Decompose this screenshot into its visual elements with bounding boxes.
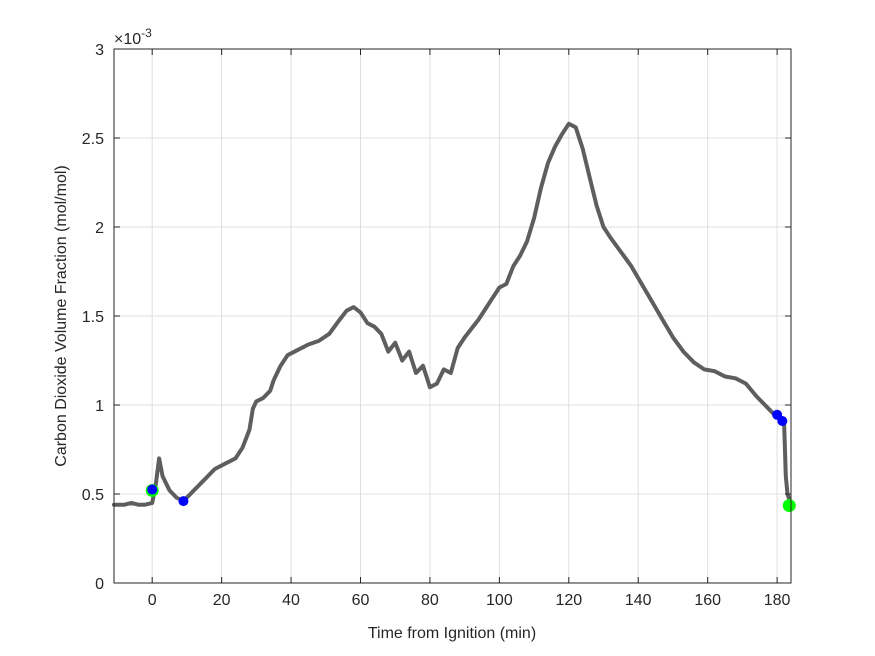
y-tick-label: 3: [95, 42, 104, 59]
x-tick-label: 0: [148, 592, 157, 609]
marker-layer: [145, 409, 796, 513]
blue-marker: [147, 484, 158, 495]
tick-labels: 0 20 40 60 80 100 120 140 160 180 0 0.5 1 1.5 2 2.5 3: [82, 42, 791, 609]
y-tick-label: 0: [95, 576, 104, 593]
x-tick-label: 60: [352, 592, 370, 609]
y-tick-label: 1.5: [82, 309, 104, 326]
blue-marker: [777, 416, 788, 427]
y-exponent-power: -3: [141, 26, 152, 40]
y-axis-label: Carbon Dioxide Volume Fraction (mol/mol): [53, 165, 70, 466]
x-axis-label: Time from Ignition (min): [368, 625, 536, 642]
ticks: [114, 48, 791, 584]
x-tick-label: 20: [213, 592, 231, 609]
x-tick-label: 180: [764, 592, 791, 609]
y-tick-label: 2.5: [82, 131, 104, 148]
y-tick-label: 2: [95, 220, 104, 237]
x-tick-label: 100: [486, 592, 513, 609]
x-tick-label: 160: [694, 592, 721, 609]
x-tick-label: 80: [421, 592, 439, 609]
blue-marker: [178, 496, 189, 507]
x-tick-label: 40: [282, 592, 300, 609]
x-tick-label: 140: [625, 592, 652, 609]
co2-series-line: [112, 121, 793, 507]
y-exponent-base: ×10: [114, 31, 141, 48]
y-tick-label: 1: [95, 398, 104, 415]
y-exponent-label: ×10-3: [114, 26, 152, 48]
green-marker: [782, 499, 796, 513]
x-tick-label: 120: [555, 592, 582, 609]
y-tick-label: 0.5: [82, 487, 104, 504]
series-layer: [112, 121, 793, 507]
